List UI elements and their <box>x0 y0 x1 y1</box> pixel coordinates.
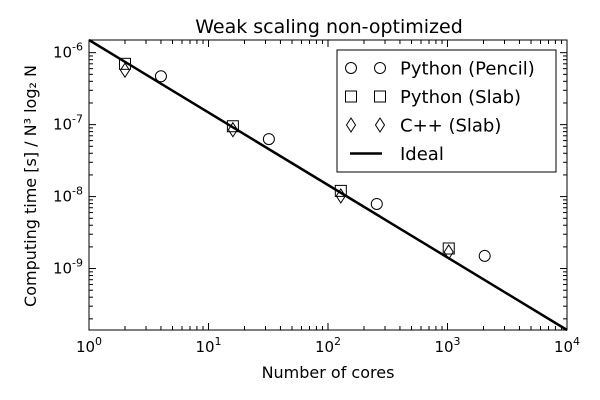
circle-point <box>262 133 275 146</box>
diamond-point <box>227 121 238 138</box>
square-point <box>442 242 455 255</box>
legend-marker-square <box>374 90 386 103</box>
legend-box <box>336 49 557 173</box>
x-tick-label: 102 <box>315 335 341 356</box>
plot-content <box>88 38 568 332</box>
square-point <box>226 120 239 133</box>
legend-label: C++ (Slab) <box>400 116 501 137</box>
x-tick-label: 100 <box>76 335 102 356</box>
legend: Python (Pencil) Python (Slab) C++ (Slab) Id… <box>336 49 557 173</box>
legend-marker-diamond <box>345 117 357 133</box>
legend-marker-diamond <box>374 117 386 133</box>
x-tick-label: 104 <box>554 335 580 356</box>
x-axis-label: Number of cores <box>262 363 395 382</box>
y-tick-label: 10-6 <box>53 41 83 62</box>
y-tick-label: 10-9 <box>53 257 83 278</box>
legend-marker-circle <box>345 62 357 74</box>
y-tick-label: 10-8 <box>53 185 83 206</box>
diamond-point <box>119 62 131 79</box>
legend-marker-circle <box>374 62 386 74</box>
circle-point <box>370 197 383 210</box>
axis-ticks: 100 101 102 103 104 10-9 10-8 10-7 10-6 <box>53 40 580 356</box>
circle-point <box>154 70 167 83</box>
y-tick-label: 10-7 <box>53 113 83 134</box>
x-tick-label: 101 <box>195 335 221 356</box>
y-axis-label: Computing time [s] / N³ log₂ N <box>21 65 40 307</box>
chart-title: Weak scaling non-optimized <box>195 16 463 38</box>
legend-marker-square <box>345 90 357 103</box>
ideal-line <box>88 38 568 332</box>
legend-label: Python (Pencil) <box>400 59 535 80</box>
legend-label: Ideal <box>400 144 444 165</box>
x-tick-label: 103 <box>434 335 460 356</box>
legend-label: Python (Slab) <box>400 87 521 108</box>
circle-point <box>478 249 491 262</box>
